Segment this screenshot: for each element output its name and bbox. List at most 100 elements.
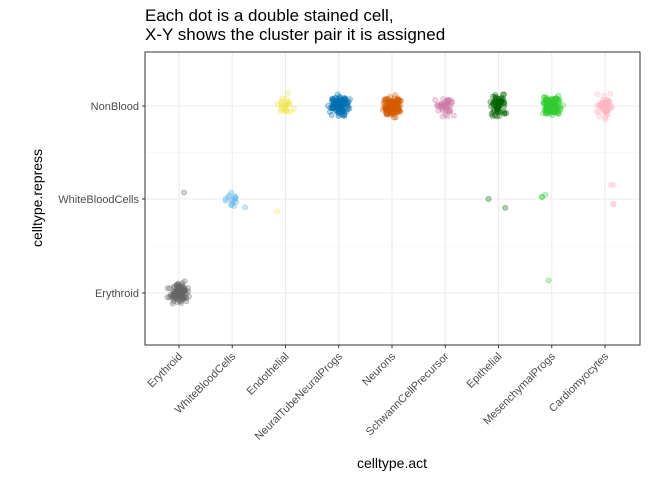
data-point (547, 100, 554, 107)
data-point (548, 100, 555, 107)
data-point (595, 108, 602, 115)
data-point (540, 100, 547, 107)
data-point (344, 99, 351, 106)
data-point (392, 105, 399, 112)
data-point (604, 107, 611, 113)
data-point (179, 284, 186, 290)
data-point (329, 102, 336, 109)
data-point (339, 107, 346, 114)
data-point (601, 107, 608, 114)
data-point (181, 287, 188, 294)
data-point (287, 108, 294, 115)
data-point (494, 107, 501, 114)
data-point (395, 109, 402, 115)
data-point (387, 99, 394, 106)
data-point (343, 108, 350, 115)
data-point (444, 96, 451, 103)
data-point (498, 96, 505, 103)
data-point (550, 101, 557, 108)
data-point (334, 102, 341, 109)
data-point (610, 201, 617, 208)
data-point (173, 281, 180, 288)
data-point (383, 111, 390, 118)
data-point (550, 101, 557, 108)
data-point (437, 101, 444, 108)
data-point (390, 102, 397, 109)
data-point (602, 99, 609, 106)
data-point (547, 107, 554, 114)
data-point (502, 204, 509, 211)
data-point (183, 290, 190, 297)
data-point (334, 103, 340, 110)
data-point (542, 97, 549, 104)
data-point (173, 292, 180, 299)
data-point (342, 100, 349, 107)
data-point (229, 198, 236, 205)
data-point (554, 105, 561, 112)
data-point (280, 106, 287, 113)
data-point (385, 95, 391, 102)
data-point (541, 95, 548, 101)
data-point (175, 286, 182, 293)
data-point (604, 111, 611, 118)
data-point (496, 108, 503, 115)
data-point (386, 103, 393, 110)
data-point (491, 107, 498, 114)
data-point (330, 99, 337, 106)
data-point (442, 102, 448, 109)
data-point (390, 106, 396, 112)
data-point (395, 96, 402, 103)
data-point (326, 108, 333, 115)
data-point (547, 100, 554, 107)
data-point (339, 96, 346, 103)
data-point (330, 101, 337, 108)
data-point (174, 290, 181, 297)
chart-title-line-1: Each dot is a double stained cell, (145, 6, 394, 25)
y-axis-title: celltype.repress (29, 149, 45, 247)
data-point (593, 102, 600, 109)
data-point (443, 108, 450, 114)
data-point (173, 281, 180, 288)
data-point (488, 111, 495, 118)
data-point (341, 95, 348, 101)
data-point (329, 102, 336, 109)
data-point (388, 101, 395, 108)
data-point (543, 99, 550, 106)
data-point (283, 103, 290, 109)
data-point (538, 194, 545, 201)
data-point (393, 105, 400, 112)
data-point (384, 100, 391, 107)
data-point (543, 104, 550, 111)
data-point (498, 97, 504, 104)
data-point (548, 96, 555, 103)
data-point (177, 283, 184, 290)
data-points (164, 89, 617, 307)
data-point (175, 289, 182, 296)
data-point (336, 98, 343, 105)
data-point (501, 91, 508, 98)
data-point (338, 107, 345, 114)
data-point (384, 106, 391, 113)
data-point (175, 285, 182, 292)
data-point (556, 96, 563, 103)
data-point (391, 114, 398, 121)
data-point (339, 99, 346, 106)
data-point (542, 109, 549, 116)
data-point (493, 105, 500, 112)
data-point (391, 109, 398, 116)
data-point (599, 104, 605, 111)
data-point (550, 102, 557, 109)
data-point (491, 99, 498, 105)
data-point (396, 107, 402, 114)
data-point (173, 293, 180, 300)
data-point (603, 97, 610, 104)
data-point (383, 106, 389, 113)
data-point (545, 100, 552, 107)
data-point (342, 97, 349, 103)
data-point (387, 103, 394, 110)
data-point (277, 108, 284, 115)
data-point (389, 110, 396, 117)
data-point (448, 99, 455, 106)
data-point (386, 102, 393, 109)
data-point (395, 104, 402, 111)
